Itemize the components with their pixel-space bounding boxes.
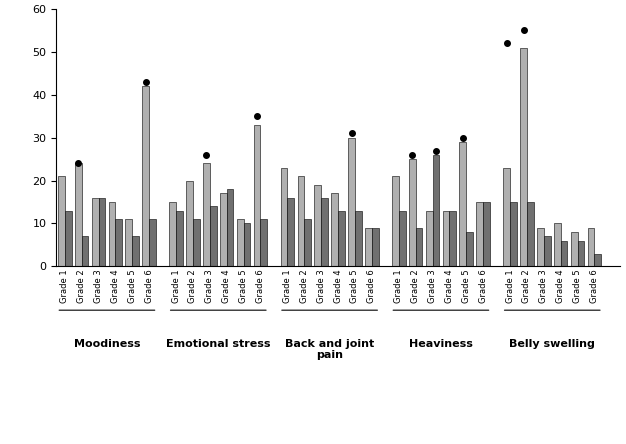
Bar — [520, 48, 527, 266]
Bar — [433, 155, 439, 266]
Bar — [227, 189, 233, 266]
Bar — [399, 210, 406, 266]
Bar — [416, 228, 423, 266]
Bar — [409, 159, 416, 266]
Bar — [595, 254, 601, 266]
Bar — [142, 86, 149, 266]
Bar — [75, 163, 81, 266]
Text: Heaviness: Heaviness — [409, 338, 473, 349]
Bar — [58, 176, 64, 266]
Bar — [132, 236, 139, 266]
Bar — [561, 241, 567, 266]
Bar — [98, 198, 105, 266]
Bar — [510, 202, 517, 266]
Bar — [338, 210, 345, 266]
Bar — [476, 202, 483, 266]
Bar — [314, 185, 321, 266]
Bar — [237, 219, 244, 266]
Bar — [260, 219, 267, 266]
Bar — [503, 168, 510, 266]
Bar — [459, 142, 466, 266]
Bar — [81, 236, 88, 266]
Bar — [355, 210, 362, 266]
Bar — [331, 194, 338, 266]
Bar — [193, 219, 200, 266]
Bar — [443, 210, 449, 266]
Bar — [372, 228, 379, 266]
Bar — [537, 228, 544, 266]
Bar — [244, 223, 250, 266]
Bar — [64, 210, 71, 266]
Text: Back and joint
pain: Back and joint pain — [285, 338, 374, 360]
Bar — [304, 219, 311, 266]
Bar — [544, 236, 551, 266]
Bar — [220, 194, 227, 266]
Bar — [115, 219, 122, 266]
Bar — [365, 228, 372, 266]
Bar — [280, 168, 287, 266]
Bar — [287, 198, 294, 266]
Bar — [483, 202, 490, 266]
Bar — [571, 232, 578, 266]
Bar — [321, 198, 328, 266]
Bar — [92, 198, 98, 266]
Bar — [149, 219, 156, 266]
Bar — [170, 202, 176, 266]
Bar — [297, 176, 304, 266]
Text: Moodiness: Moodiness — [74, 338, 140, 349]
Bar — [392, 176, 399, 266]
Bar — [109, 202, 115, 266]
Bar — [426, 210, 433, 266]
Bar — [203, 163, 210, 266]
Bar — [125, 219, 132, 266]
Bar — [176, 210, 183, 266]
Text: Emotional stress: Emotional stress — [166, 338, 270, 349]
Bar — [449, 210, 456, 266]
Bar — [554, 223, 561, 266]
Bar — [348, 138, 355, 266]
Bar — [254, 125, 260, 266]
Text: Belly swelling: Belly swelling — [510, 338, 595, 349]
Bar — [578, 241, 584, 266]
Bar — [466, 232, 473, 266]
Bar — [527, 202, 534, 266]
Bar — [588, 228, 595, 266]
Bar — [210, 206, 217, 266]
Bar — [186, 181, 193, 266]
